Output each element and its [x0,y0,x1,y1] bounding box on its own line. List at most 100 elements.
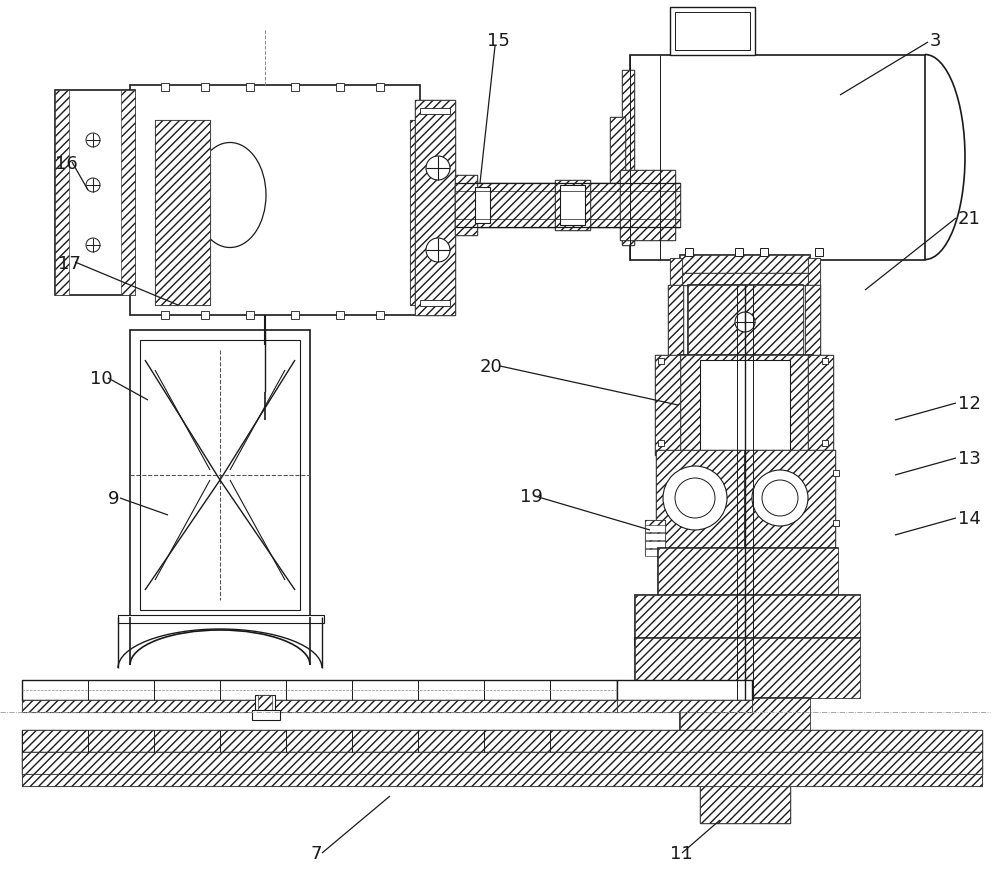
Text: 16: 16 [55,155,78,173]
Bar [645,541,665,548]
Bar [55,90,135,295]
Bar [630,55,925,260]
Text: 15: 15 [487,32,510,50]
Bar [735,248,743,256]
Bar [22,700,617,712]
Bar [645,549,665,556]
Circle shape [86,178,100,192]
Bar [833,470,839,476]
Text: 19: 19 [520,488,543,506]
Bar [155,120,210,305]
Bar [291,311,299,319]
Bar [130,330,310,620]
Bar [121,90,135,295]
Bar [805,285,820,355]
Bar [678,355,813,455]
Bar [805,285,820,355]
Bar [670,258,682,286]
Bar [252,710,280,720]
Bar [246,83,254,91]
Text: 17: 17 [58,255,81,273]
Circle shape [426,156,450,180]
Bar [645,520,665,555]
Bar [455,175,477,235]
Text: 3: 3 [930,32,942,50]
Bar [658,548,838,603]
Bar [130,85,420,315]
Bar [610,117,625,197]
Bar [201,311,209,319]
Bar [620,170,675,240]
Bar [635,638,860,698]
Bar [560,185,585,225]
Bar [255,695,275,710]
Bar [678,355,813,455]
Bar [688,285,803,355]
Bar [617,680,752,700]
Bar [336,311,344,319]
Bar [645,533,665,540]
Bar [680,273,810,285]
Bar [635,638,860,698]
Bar [656,450,744,550]
Bar [140,340,300,610]
Bar [610,117,625,197]
Bar [675,12,750,50]
Bar [760,248,768,256]
Bar [161,311,169,319]
Bar [808,258,820,286]
Bar [455,183,680,227]
Bar [420,300,450,306]
Bar [410,120,420,305]
Bar [700,360,790,450]
Bar [410,120,420,305]
Text: 12: 12 [958,395,981,413]
Bar [622,70,634,245]
Bar [645,520,665,555]
Bar [376,83,384,91]
Bar [22,730,982,752]
Bar [201,83,209,91]
Bar [118,615,324,623]
Bar [155,120,210,305]
Bar [161,83,169,91]
Bar [655,355,680,455]
Bar [22,774,982,786]
Bar [815,248,823,256]
Circle shape [426,238,450,262]
Text: 9: 9 [108,490,120,508]
Circle shape [752,470,808,526]
Circle shape [735,800,755,820]
Bar [620,170,675,240]
Bar [700,783,790,823]
Circle shape [258,378,272,392]
Circle shape [86,238,100,252]
Bar [680,273,810,285]
Bar [455,175,477,235]
Bar [420,108,450,114]
Bar [658,548,838,603]
Bar [833,520,839,526]
Bar [376,311,384,319]
Text: 13: 13 [958,450,981,468]
Bar [645,525,665,532]
Bar [246,311,254,319]
Bar [808,258,820,286]
Bar [258,695,272,710]
Bar [635,595,860,645]
Bar [336,83,344,91]
Circle shape [675,478,715,518]
Circle shape [735,312,755,332]
Bar [555,180,590,230]
Text: 20: 20 [480,358,503,376]
Text: 10: 10 [90,370,113,388]
Bar [668,285,683,355]
Bar [808,355,833,455]
Bar [617,700,752,712]
Bar [822,358,828,364]
Bar [261,355,269,375]
Bar [680,698,810,753]
Text: 21: 21 [958,210,981,228]
Bar [455,183,680,227]
Circle shape [762,480,798,516]
